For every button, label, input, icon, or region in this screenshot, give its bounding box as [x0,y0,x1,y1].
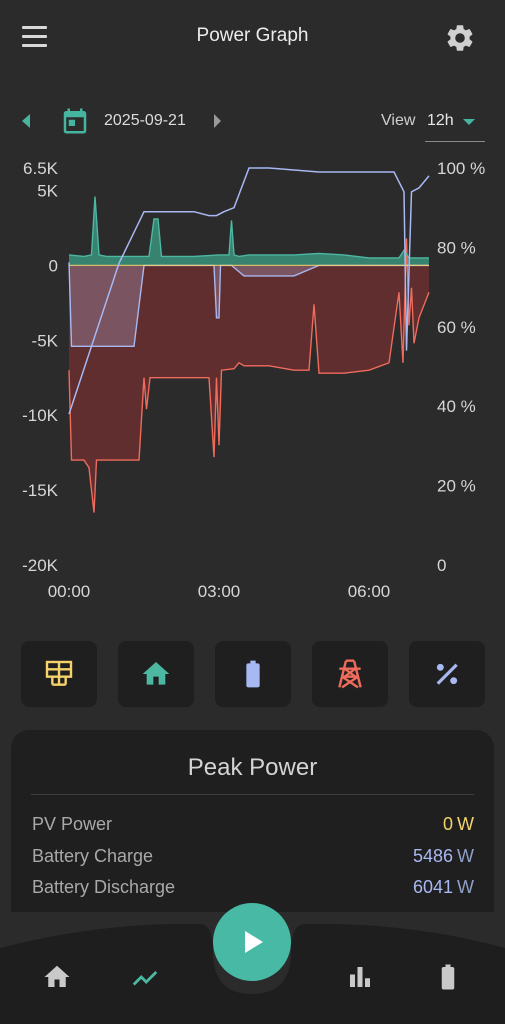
bottom-navigation [0,903,505,1024]
battery-icon[interactable] [432,962,464,992]
home-series-line [68,196,429,259]
peak-row-label: Battery Discharge [32,877,176,897]
peak-row-value: 0 [442,814,453,834]
y2-tick-label: 100 % [437,159,485,178]
y-tick-label: -15K [22,481,59,500]
menu-icon [22,26,47,29]
app-bar: Power Graph [0,0,505,74]
power-pylon-icon [338,659,362,689]
selected-date[interactable]: 2025-09-21 [104,112,186,129]
page-title: Power Graph [196,25,309,46]
home-series-area [69,196,429,266]
chart-areas [69,196,429,513]
x-tick-label: 06:00 [348,582,391,601]
peak-row-unit: W [457,846,474,866]
battery-icon [246,660,260,688]
percent-icon [436,663,458,685]
y-tick-label: -10K [22,406,59,425]
menu-button[interactable] [22,26,50,48]
home-icon [142,662,170,685]
peak-row-label: PV Power [32,814,113,834]
y-tick-label: 0 [49,256,58,275]
view-range-value: 12h [427,112,454,129]
peak-power-title: Peak Power [187,754,318,781]
grid-series-line [68,238,430,513]
soc-series-line [68,167,430,415]
grid-filter-button[interactable] [312,641,388,707]
pv-filter-button[interactable] [21,641,97,707]
battery-series-area [69,262,429,347]
peak-row-unit: W [457,877,474,897]
battery-filter-button[interactable] [215,641,291,707]
y-tick-label: 5K [37,181,58,200]
series-filter-bar [0,641,505,707]
y-tick-label: 6.5K [23,159,59,178]
peak-row-unit: W [457,814,474,834]
peak-row-label: Battery Charge [32,846,154,866]
divider [31,794,474,795]
y2-tick-label: 80 % [437,238,476,257]
y2-tick-label: 40 % [437,397,476,416]
play-button[interactable] [213,903,291,981]
y2-tick-label: 0 [437,556,446,575]
play-icon [245,931,263,953]
grid-series-area [69,238,429,513]
calendar-icon[interactable] [60,105,90,137]
y-axis-right: 100 % 80 % 60 % 40 % 20 % 0 [437,159,485,575]
y-tick-label: -5K [32,331,59,350]
next-day-button[interactable] [214,114,221,128]
view-label: View [381,112,416,129]
trend-icon[interactable] [129,962,161,992]
peak-row-value: 6041 [412,877,453,897]
solar-panel-icon [45,660,73,686]
peak-row-battery-discharge: Battery Discharge 6041 W [32,877,474,901]
x-tick-label: 03:00 [198,582,241,601]
date-navigator: 2025-09-21 View 12h [0,100,505,142]
y2-tick-label: 60 % [437,318,476,337]
chart-lines [68,167,430,513]
power-chart[interactable]: 6.5K 5K 0 -5K -10K -15K -20K 100 % 80 % 60 % 40 %… [0,150,505,610]
peak-row-battery-charge: Battery Charge 5486 W [32,846,474,870]
previous-day-button[interactable] [22,114,30,128]
y2-tick-label: 20 % [437,477,476,496]
peak-row-value: 5486 [412,846,453,866]
bottom-nav-background [0,923,505,1024]
y-axis-left: 6.5K 5K 0 -5K -10K -15K -20K [22,159,59,575]
soc-filter-button[interactable] [409,641,485,707]
view-range-select[interactable]: 12h [425,104,485,142]
home-icon[interactable] [41,962,73,992]
chevron-down-icon [463,119,475,125]
bar-chart-icon[interactable] [344,962,376,992]
x-tick-label: 00:00 [48,582,91,601]
home-filter-button[interactable] [118,641,194,707]
x-axis: 00:00 03:00 06:00 [48,582,391,601]
y-tick-label: -20K [22,556,59,575]
gear-icon[interactable] [444,22,476,54]
